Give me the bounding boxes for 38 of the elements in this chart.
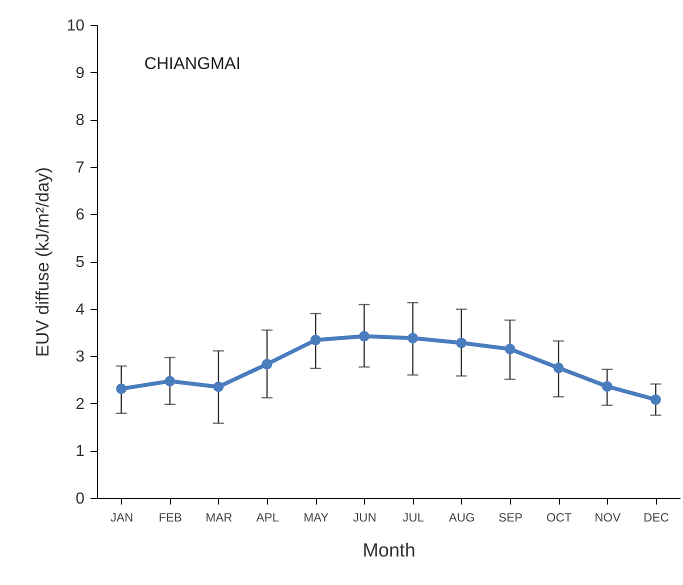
point: [164, 376, 176, 386]
y-tick-label: 10: [66, 18, 85, 34]
x-tick-label: APL: [256, 510, 280, 524]
point: [358, 331, 370, 342]
point: [408, 332, 418, 344]
point: [504, 344, 516, 354]
x-tick-label: DEC: [644, 510, 670, 524]
point: [456, 338, 467, 348]
x-tick-label: FEB: [158, 510, 182, 524]
y-tick-label: 4: [76, 301, 85, 318]
point: [213, 382, 224, 392]
x-tick-label: MAY: [304, 510, 329, 524]
y-tick-label: 0: [76, 490, 85, 508]
y-tick-label: 6: [76, 206, 85, 224]
point: [650, 394, 661, 405]
text: CHIANGMAI: [144, 54, 241, 73]
x-axis-title: Month: [362, 540, 416, 562]
y-axis-title: EUV diffuse (kJ/m²/day): [32, 167, 53, 357]
y-tick-label: 7: [76, 159, 85, 176]
point: [262, 358, 272, 370]
point: [602, 381, 612, 392]
y-tick-label: 1: [76, 443, 85, 460]
point: [310, 334, 321, 346]
x-tick-label: MAR: [206, 510, 233, 524]
x-tick-label: JUN: [353, 510, 376, 524]
y-tick-label: 2: [76, 396, 85, 413]
point: [553, 362, 564, 374]
x-tick-label: OCT: [546, 510, 572, 524]
x-tick-label: NOV: [594, 510, 621, 524]
y-tick-label: 8: [76, 112, 85, 130]
x-tick-label: JAN: [110, 510, 134, 524]
x-tick-label: AUG: [448, 510, 475, 524]
y-tick-label: 9: [76, 64, 85, 82]
x-tick-label: SEP: [498, 510, 522, 524]
x-tick-label: JUL: [402, 510, 424, 524]
y-tick-label: 5: [76, 254, 85, 271]
y-tick-label: 3: [76, 348, 85, 366]
point: [116, 384, 127, 394]
